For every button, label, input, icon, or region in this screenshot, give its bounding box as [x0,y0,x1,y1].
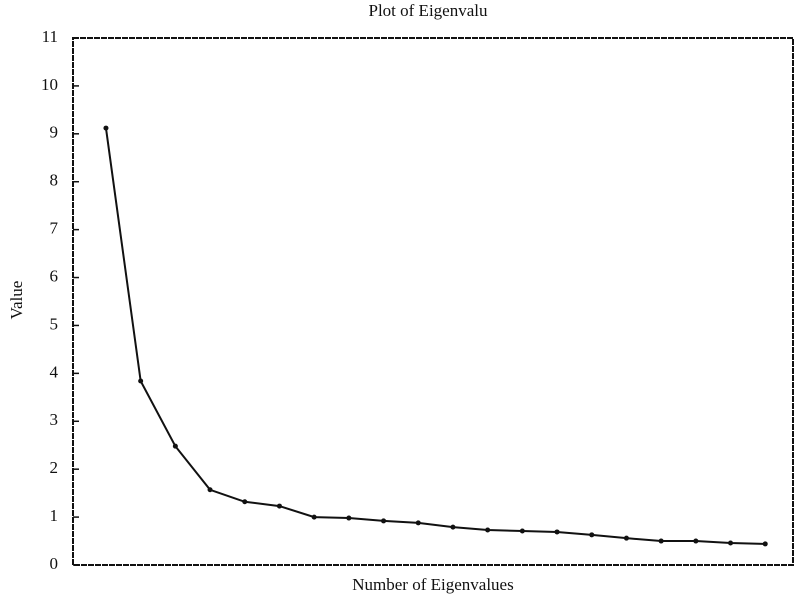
data-point [138,378,144,384]
data-point [172,443,178,449]
plot-frame [72,37,794,566]
y-tick-label: 0 [50,554,59,573]
x-axis-label: Number of Eigenvalues [352,575,513,594]
data-point [346,515,352,521]
y-tick-label: 10 [41,75,58,94]
y-tick-label: 7 [50,219,59,238]
y-tick-label: 1 [50,506,59,525]
data-point [103,125,109,131]
data-point [207,487,213,493]
series-line [104,127,766,545]
data-point [381,518,387,524]
y-axis-label: Value [7,281,26,320]
y-tick-label: 8 [50,171,59,190]
data-point [728,540,734,546]
y-tick-label: 9 [50,123,59,142]
data-point [242,499,248,505]
data-point [519,528,525,534]
data-point [623,535,629,541]
data-point [554,529,560,535]
data-point [762,541,768,547]
y-tick-label: 5 [50,314,59,333]
chart-title: Plot of Eigenvalu [369,1,488,20]
data-point [693,538,699,544]
data-point [311,514,317,520]
data-point [589,532,595,538]
y-tick-label: 3 [50,410,59,429]
y-tick-label: 6 [50,266,59,285]
y-tick-label: 2 [50,458,59,477]
y-tick-label: 11 [42,27,58,46]
data-point [450,524,456,530]
data-point [276,503,282,509]
data-point [658,538,664,544]
data-point [415,520,421,526]
y-tick-label: 4 [50,362,59,381]
data-point [485,527,491,533]
